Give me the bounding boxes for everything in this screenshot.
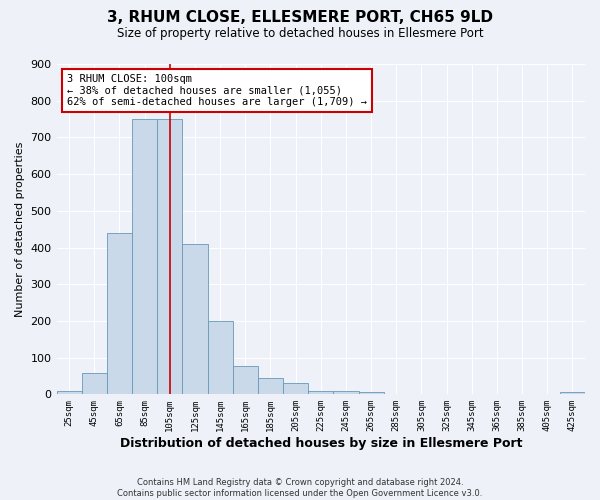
- Text: 3, RHUM CLOSE, ELLESMERE PORT, CH65 9LD: 3, RHUM CLOSE, ELLESMERE PORT, CH65 9LD: [107, 10, 493, 25]
- Text: Size of property relative to detached houses in Ellesmere Port: Size of property relative to detached ho…: [116, 28, 484, 40]
- Bar: [82, 373, 107, 394]
- Bar: [334, 392, 359, 394]
- Bar: [359, 392, 383, 394]
- Bar: [283, 384, 308, 394]
- Bar: [560, 392, 585, 394]
- Y-axis label: Number of detached properties: Number of detached properties: [15, 142, 25, 317]
- Text: Contains HM Land Registry data © Crown copyright and database right 2024.
Contai: Contains HM Land Registry data © Crown c…: [118, 478, 482, 498]
- X-axis label: Distribution of detached houses by size in Ellesmere Port: Distribution of detached houses by size …: [119, 437, 522, 450]
- Bar: [208, 321, 233, 394]
- Text: 3 RHUM CLOSE: 100sqm
← 38% of detached houses are smaller (1,055)
62% of semi-de: 3 RHUM CLOSE: 100sqm ← 38% of detached h…: [67, 74, 367, 107]
- Bar: [107, 233, 132, 394]
- Bar: [258, 378, 283, 394]
- Bar: [182, 244, 208, 394]
- Bar: [132, 119, 157, 394]
- Bar: [308, 390, 334, 394]
- Bar: [56, 390, 82, 394]
- Bar: [157, 119, 182, 394]
- Bar: [233, 366, 258, 394]
